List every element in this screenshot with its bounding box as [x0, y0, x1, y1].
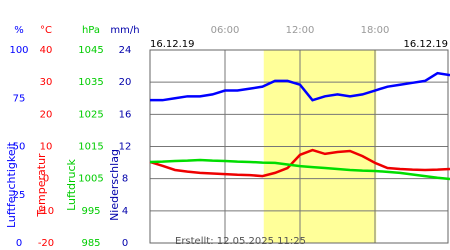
- x-tick-label: 12:00: [286, 25, 315, 36]
- y-tick-label: 1045: [78, 45, 103, 56]
- y-tick-label: -10: [38, 206, 54, 217]
- y-tick-label: 25: [13, 190, 26, 201]
- y-tick-label: 24: [119, 45, 132, 56]
- axis-title: Niederschlag: [108, 149, 121, 221]
- y-tick-label: 75: [13, 93, 26, 104]
- series-line: [149, 148, 450, 178]
- y-tick-label: 16: [119, 109, 132, 120]
- y-tick-label: 30: [40, 77, 53, 88]
- series-line: [150, 71, 450, 102]
- y-tick-label: -20: [38, 238, 54, 249]
- y-tick-label: 20: [40, 109, 53, 120]
- axis-unit: °C: [40, 25, 52, 36]
- x-tick-label: 06:00: [211, 25, 240, 36]
- axis-unit: hPa: [82, 25, 100, 36]
- footer: Erstellt: 12.05.2025 11:25: [175, 236, 306, 247]
- axis-unit: mm/h: [110, 25, 139, 36]
- y-tick-label: 995: [81, 206, 100, 217]
- axis-title: Luftfeuchtigkeit: [5, 141, 18, 228]
- axis-unit: %: [14, 25, 24, 36]
- date-end: 16.12.19: [403, 39, 448, 50]
- y-tick-label: 0: [16, 238, 22, 249]
- axis-title: Luftdruck: [65, 158, 78, 210]
- series-line: [149, 158, 450, 181]
- y-tick-label: 985: [81, 238, 100, 249]
- y-tick-label: 12: [119, 142, 132, 153]
- x-tick-label: 18:00: [361, 25, 390, 36]
- y-tick-label: 50: [13, 142, 26, 153]
- plot-border: [149, 49, 449, 244]
- y-tick-label: 1005: [78, 174, 103, 185]
- y-tick-label: 40: [40, 45, 53, 56]
- y-tick-label: 1025: [78, 109, 103, 120]
- y-tick-label: 20: [119, 77, 132, 88]
- y-tick-label: 1035: [78, 77, 103, 88]
- y-tick-label: 4: [122, 206, 128, 217]
- y-tick-label: 100: [9, 45, 28, 56]
- date-start: 16.12.19: [150, 39, 195, 50]
- y-tick-label: 0: [43, 174, 49, 185]
- y-tick-label: 1015: [78, 142, 103, 153]
- y-tick-label: 8: [122, 174, 128, 185]
- y-tick-label: 10: [40, 142, 53, 153]
- y-tick-label: 0: [122, 238, 128, 249]
- axis-title: Temperatur: [35, 153, 48, 218]
